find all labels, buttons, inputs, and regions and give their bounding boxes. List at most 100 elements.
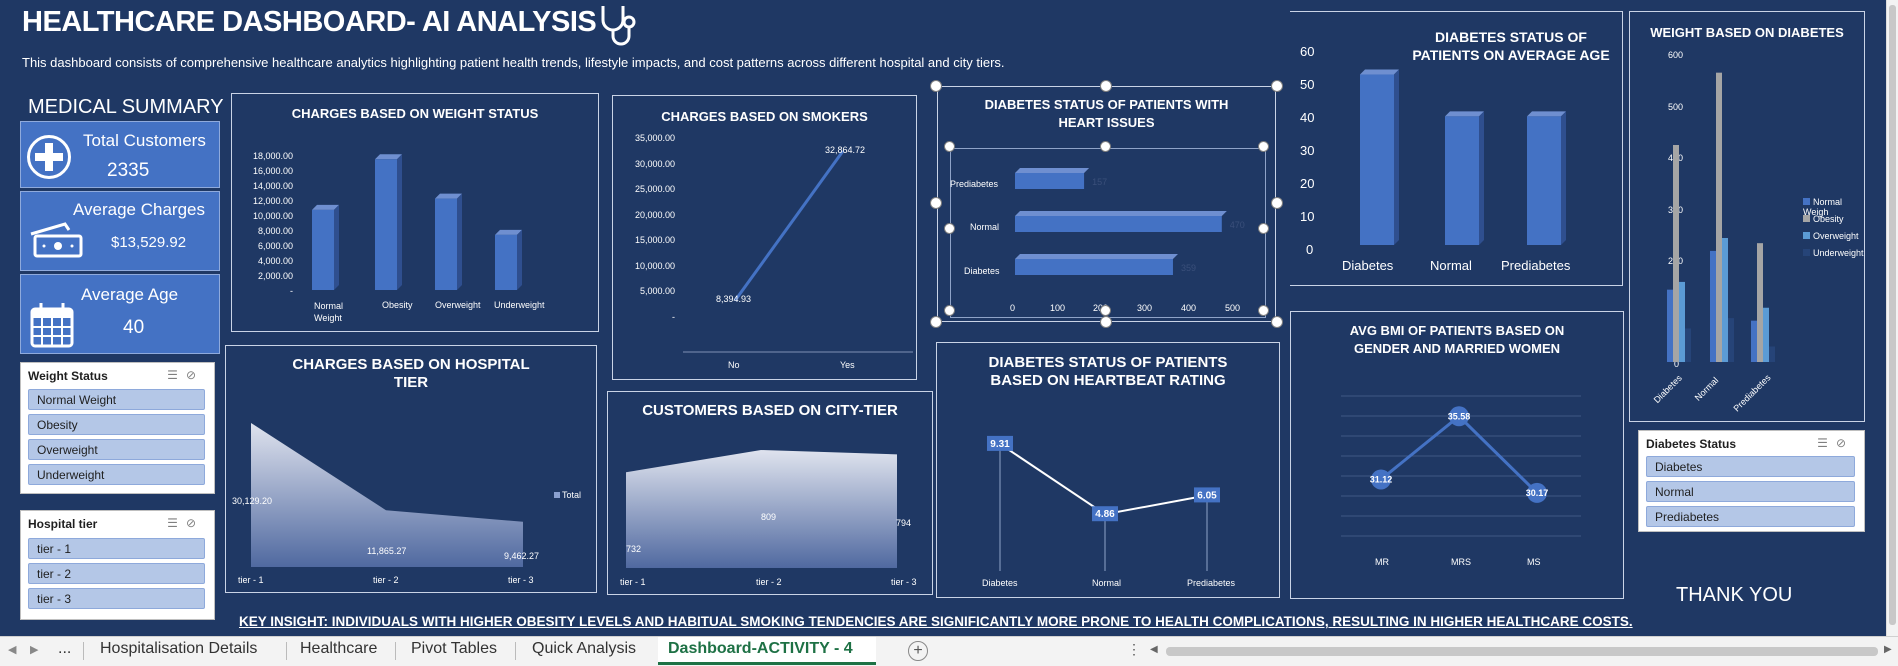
x-label: tier - 1 (620, 577, 646, 587)
sheet-tab-bar: ◀ ▶ ... Hospitalisation Details Healthca… (0, 636, 1898, 666)
vertical-scrollbar[interactable] (1886, 0, 1898, 636)
bar: 359 (1015, 254, 1196, 275)
scroll-last-icon[interactable]: ▶ (30, 644, 39, 656)
bmi-chart[interactable]: AVG BMI OF PATIENTS BASED ON GENDER AND … (1290, 311, 1624, 599)
slicer-item[interactable]: tier - 1 (28, 538, 205, 559)
tab-dashboard-activity-4[interactable]: Dashboard-ACTIVITY - 4 (658, 637, 876, 665)
data-point: 31.12 (1370, 469, 1392, 490)
plot-handle[interactable] (944, 305, 955, 316)
slicer-title: Diabetes Status (1646, 437, 1737, 451)
y-tick: 0 (1674, 359, 1680, 369)
add-sheet-icon[interactable]: + (908, 641, 928, 661)
clear-filter-icon[interactable]: ⊘ (185, 516, 204, 530)
plot-handle[interactable] (1258, 223, 1269, 234)
plot-handle[interactable] (1100, 141, 1111, 152)
heartbeat-chart[interactable]: DIABETES STATUS OF PATIENTS BASED ON HEA… (936, 342, 1280, 598)
plot-handle[interactable] (1100, 305, 1111, 316)
heart-issues-chart[interactable]: DIABETES STATUS OF PATIENTS WITH HEART I… (937, 86, 1276, 322)
x-tick: 300 (1137, 303, 1153, 313)
slicer-item[interactable]: tier - 2 (28, 563, 205, 584)
x-label: Normal (1092, 578, 1122, 588)
weight-status-chart[interactable]: CHARGES BASED ON WEIGHT STATUS 18,000.00… (231, 93, 599, 332)
slicer-item[interactable]: tier - 3 (28, 588, 205, 609)
resize-handle[interactable] (930, 80, 942, 92)
svg-text:4.86: 4.86 (1095, 509, 1115, 520)
legend-item: Normal Weigh (1803, 197, 1843, 217)
tab-pivot-tables[interactable]: Pivot Tables (411, 640, 497, 657)
slicer-item[interactable]: Prediabetes (1646, 506, 1855, 527)
y-tick: 25,000.00 (634, 184, 675, 194)
data-label: 157 (1092, 177, 1107, 187)
bar (495, 229, 522, 290)
slicer-title: Weight Status (28, 369, 108, 383)
x-label: MR (1375, 557, 1389, 567)
scroll-right-icon[interactable]: ▶ (1884, 644, 1892, 655)
y-tick: 0 (1306, 242, 1314, 257)
plot-handle[interactable] (1258, 305, 1269, 316)
legend-item: Total (554, 490, 581, 500)
multi-select-icon[interactable]: ☰⊘ (167, 516, 204, 530)
resize-handle[interactable] (930, 316, 942, 328)
series-line (733, 150, 845, 302)
plot-handle[interactable] (944, 141, 955, 152)
data-label: 6.05 (1194, 487, 1220, 503)
y-tick: 30,000.00 (634, 159, 675, 169)
slicer-item[interactable]: Overweight (28, 439, 205, 460)
slicer-item[interactable]: Normal Weight (28, 389, 205, 410)
tab-hospitalisation-details[interactable]: Hospitalisation Details (100, 640, 258, 657)
resize-handle[interactable] (1271, 197, 1283, 209)
more-options-icon[interactable]: ⋮ (1127, 641, 1141, 657)
resize-handle[interactable] (930, 197, 942, 209)
data-label: 470 (1230, 220, 1245, 230)
tab-healthcare[interactable]: Healthcare (300, 640, 378, 657)
bar: 470 (1015, 211, 1245, 232)
weight-status-slicer: Weight Status ☰⊘ Normal Weight Obesity O… (20, 362, 215, 494)
slicer-item[interactable]: Underweight (28, 464, 205, 485)
key-insight: KEY INSIGHT: INDIVIDUALS WITH HIGHER OBE… (239, 614, 1633, 629)
active-tab-label: Dashboard-ACTIVITY - 4 (668, 640, 853, 657)
y-tick: 60 (1300, 44, 1315, 59)
chart-title: CHARGES BASED ON SMOKERS (661, 109, 868, 124)
scroll-left-icon[interactable]: ◀ (1150, 644, 1158, 655)
bar (1445, 111, 1484, 245)
hospital-tier-chart[interactable]: CHARGES BASED ON HOSPITAL TIER 30,129.20… (225, 345, 597, 593)
city-tier-chart[interactable]: CUSTOMERS BASED ON CITY-TIER 732 809 794… (607, 391, 933, 595)
data-label: 8,394.93 (716, 294, 752, 304)
clear-filter-icon[interactable]: ⊘ (185, 368, 204, 382)
x-label: tier - 2 (756, 577, 782, 587)
tab-ellipsis[interactable]: ... (58, 640, 72, 657)
scroll-first-icon[interactable]: ◀ (8, 644, 17, 656)
resize-handle[interactable] (1100, 80, 1112, 92)
slicer-item[interactable]: Obesity (28, 414, 205, 435)
x-tick: 100 (1050, 303, 1066, 313)
data-label: 9.31 (987, 435, 1013, 451)
slicer-item[interactable]: Diabetes (1646, 456, 1855, 477)
horizontal-scrollbar[interactable] (1166, 647, 1878, 656)
x-label: tier - 1 (238, 575, 264, 585)
y-tick: 500 (1668, 102, 1684, 112)
slicer-item[interactable]: Normal (1646, 481, 1855, 502)
plot-handle[interactable] (944, 223, 955, 234)
y-tick: 5,000.00 (639, 286, 675, 296)
smokers-chart[interactable]: CHARGES BASED ON SMOKERS 35,000.00 30,00… (612, 95, 917, 380)
weight-diabetes-chart[interactable]: WEIGHT BASED ON DIABETES 600 500 400 300… (1629, 11, 1865, 422)
calendar-icon (29, 301, 75, 349)
plot-handle[interactable] (1258, 141, 1269, 152)
y-label: Normal (970, 222, 1000, 232)
y-tick: 16,000.00 (252, 166, 293, 176)
x-label: Obesity (382, 300, 413, 310)
page-subtitle: This dashboard consists of comprehensive… (22, 55, 1005, 70)
bar (1685, 328, 1691, 362)
multi-select-icon[interactable]: ☰⊘ (1817, 436, 1854, 450)
resize-handle[interactable] (1100, 316, 1112, 328)
diabetes-status-slicer: Diabetes Status ☰⊘ Diabetes Normal Predi… (1638, 430, 1865, 532)
resize-handle[interactable] (1271, 80, 1283, 92)
bar (1667, 289, 1673, 362)
multi-select-icon[interactable]: ☰⊘ (167, 368, 204, 382)
x-label: Yes (840, 360, 855, 370)
tab-quick-analysis[interactable]: Quick Analysis (532, 640, 637, 657)
average-age-chart[interactable]: DIABETES STATUS OF PATIENTS ON AVERAGE A… (1290, 11, 1623, 286)
clear-filter-icon[interactable]: ⊘ (1835, 436, 1854, 450)
resize-handle[interactable] (1271, 316, 1283, 328)
bar (435, 193, 462, 290)
